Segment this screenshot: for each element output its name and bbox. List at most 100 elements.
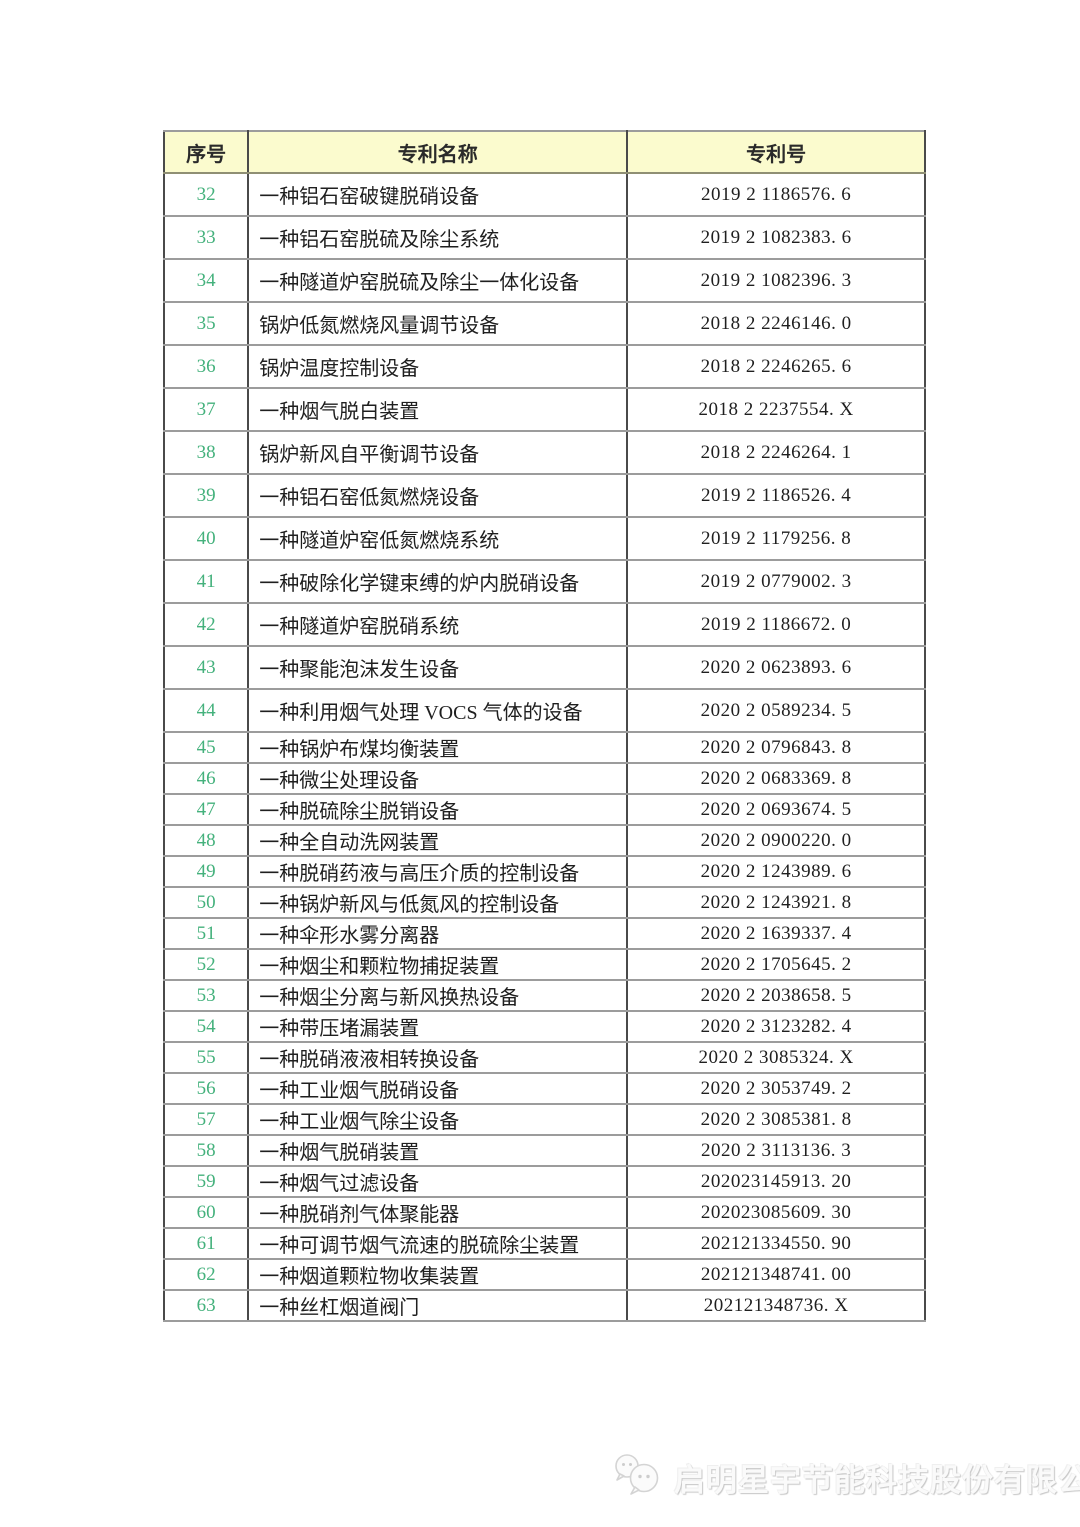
wechat-chat-bubbles-icon (612, 1452, 664, 1503)
table-row: 32 一种铝石窑破键脱硝设备 2019 2 1186576. 6 (162, 172, 926, 217)
table-row: 36 锅炉温度控制设备 2018 2 2246265. 6 (162, 344, 926, 389)
serial-cell: 44 (162, 688, 250, 733)
table-row: 41 一种破除化学键束缚的炉内脱硝设备 2019 2 0779002. 3 (162, 559, 926, 604)
serial-cell: 36 (162, 344, 250, 389)
patent-number-cell: 202023145913. 20 (626, 1165, 926, 1198)
patent-name-cell: 一种烟气脱硝装置 (247, 1134, 629, 1167)
serial-cell: 47 (162, 793, 250, 826)
patent-name-cell: 一种锅炉布煤均衡装置 (247, 731, 629, 764)
table-row: 48 一种全自动洗网装置 2020 2 0900220. 0 (162, 824, 926, 857)
table-row: 43 一种聚能泡沫发生设备 2020 2 0623893. 6 (162, 645, 926, 690)
patent-number-cell: 2020 2 1705645. 2 (626, 948, 926, 981)
serial-cell: 57 (162, 1103, 250, 1136)
serial-cell: 39 (162, 473, 250, 518)
table-row: 33 一种铝石窑脱硫及除尘系统 2019 2 1082383. 6 (162, 215, 926, 260)
table-row: 47 一种脱硫除尘脱销设备 2020 2 0693674. 5 (162, 793, 926, 826)
table-row: 44 一种利用烟气处理 VOCS 气体的设备 2020 2 0589234. 5 (162, 688, 926, 733)
table-row: 51 一种伞形水雾分离器 2020 2 1639337. 4 (162, 917, 926, 950)
patent-number-cell: 2019 2 1186526. 4 (626, 473, 926, 518)
serial-cell: 43 (162, 645, 250, 690)
patent-name-cell: 一种脱硝药液与高压介质的控制设备 (247, 855, 629, 888)
serial-cell: 48 (162, 824, 250, 857)
patent-name-cell: 一种丝杠烟道阀门 (247, 1289, 629, 1322)
patent-name-cell: 一种铝石窑破键脱硝设备 (247, 172, 629, 217)
patent-name-cell: 一种全自动洗网装置 (247, 824, 629, 857)
table-row: 46 一种微尘处理设备 2020 2 0683369. 8 (162, 762, 926, 795)
patent-number-cell: 2020 2 0683369. 8 (626, 762, 926, 795)
patent-name-cell: 一种隧道炉窑低氮燃烧系统 (247, 516, 629, 561)
patent-number-cell: 2020 2 2038658. 5 (626, 979, 926, 1012)
patent-name-cell: 一种烟气脱白装置 (247, 387, 629, 432)
patent-number-cell: 2020 2 0693674. 5 (626, 793, 926, 826)
table-header-row: 序号 专利名称 专利号 (162, 130, 926, 174)
patent-name-cell: 一种铝石窑脱硫及除尘系统 (247, 215, 629, 260)
patent-number-cell: 2019 2 1179256. 8 (626, 516, 926, 561)
patent-number-cell: 2019 2 1186576. 6 (626, 172, 926, 217)
patent-name-cell: 一种脱硫除尘脱销设备 (247, 793, 629, 826)
patent-number-cell: 2020 2 1639337. 4 (626, 917, 926, 950)
serial-cell: 54 (162, 1010, 250, 1043)
serial-cell: 50 (162, 886, 250, 919)
patent-name-cell: 一种利用烟气处理 VOCS 气体的设备 (247, 688, 629, 733)
table-row: 39 一种铝石窑低氮燃烧设备 2019 2 1186526. 4 (162, 473, 926, 518)
patent-name-cell: 一种带压堵漏装置 (247, 1010, 629, 1043)
patent-number-cell: 2020 2 3113136. 3 (626, 1134, 926, 1167)
patent-name-cell: 一种脱硝剂气体聚能器 (247, 1196, 629, 1229)
patent-name-cell: 一种铝石窑低氮燃烧设备 (247, 473, 629, 518)
serial-cell: 42 (162, 602, 250, 647)
patent-number-cell: 2020 2 3085381. 8 (626, 1103, 926, 1136)
serial-cell: 52 (162, 948, 250, 981)
table-body: 32 一种铝石窑破键脱硝设备 2019 2 1186576. 6 33 一种铝石… (162, 172, 926, 1322)
patent-name-cell: 锅炉温度控制设备 (247, 344, 629, 389)
serial-cell: 35 (162, 301, 250, 346)
patent-number-cell: 2020 2 1243989. 6 (626, 855, 926, 888)
col-header-patent-name: 专利名称 (247, 130, 629, 174)
patent-number-cell: 202121334550. 90 (626, 1227, 926, 1260)
patent-number-cell: 2020 2 0589234. 5 (626, 688, 926, 733)
patent-number-cell: 202121348741. 00 (626, 1258, 926, 1291)
serial-cell: 55 (162, 1041, 250, 1074)
table-row: 60 一种脱硝剂气体聚能器 202023085609. 30 (162, 1196, 926, 1229)
serial-cell: 59 (162, 1165, 250, 1198)
table-row: 45 一种锅炉布煤均衡装置 2020 2 0796843. 8 (162, 731, 926, 764)
table-row: 56 一种工业烟气脱硝设备 2020 2 3053749. 2 (162, 1072, 926, 1105)
patent-name-cell: 一种隧道炉窑脱硝系统 (247, 602, 629, 647)
patent-number-cell: 2018 2 2246146. 0 (626, 301, 926, 346)
patent-name-cell: 一种工业烟气除尘设备 (247, 1103, 629, 1136)
serial-cell: 56 (162, 1072, 250, 1105)
patent-name-cell: 一种可调节烟气流速的脱硫除尘装置 (247, 1227, 629, 1260)
patent-name-cell: 一种烟尘分离与新风换热设备 (247, 979, 629, 1012)
table-row: 50 一种锅炉新风与低氮风的控制设备 2020 2 1243921. 8 (162, 886, 926, 919)
patent-number-cell: 2018 2 2237554. X (626, 387, 926, 432)
serial-cell: 37 (162, 387, 250, 432)
serial-cell: 63 (162, 1289, 250, 1322)
patent-name-cell: 锅炉新风自平衡调节设备 (247, 430, 629, 475)
patent-number-cell: 202023085609. 30 (626, 1196, 926, 1229)
patent-name-cell: 一种聚能泡沫发生设备 (247, 645, 629, 690)
company-watermark: 启明星宇节能科技股份有限公司 (612, 1452, 1080, 1503)
patent-number-cell: 2019 2 0779002. 3 (626, 559, 926, 604)
patent-number-cell: 2020 2 0623893. 6 (626, 645, 926, 690)
patent-number-cell: 2020 2 3123282. 4 (626, 1010, 926, 1043)
table-row: 38 锅炉新风自平衡调节设备 2018 2 2246264. 1 (162, 430, 926, 475)
table-row: 35 锅炉低氮燃烧风量调节设备 2018 2 2246146. 0 (162, 301, 926, 346)
patent-name-cell: 一种烟尘和颗粒物捕捉装置 (247, 948, 629, 981)
patent-name-cell: 一种伞形水雾分离器 (247, 917, 629, 950)
table-row: 49 一种脱硝药液与高压介质的控制设备 2020 2 1243989. 6 (162, 855, 926, 888)
serial-cell: 51 (162, 917, 250, 950)
patent-table: 序号 专利名称 专利号 32 一种铝石窑破键脱硝设备 2019 2 118657… (162, 130, 926, 1322)
serial-cell: 32 (162, 172, 250, 217)
company-name: 启明星宇节能科技股份有限公司 (674, 1463, 1080, 1498)
serial-cell: 49 (162, 855, 250, 888)
patent-name-cell: 一种烟气过滤设备 (247, 1165, 629, 1198)
col-header-serial: 序号 (162, 130, 250, 174)
serial-cell: 34 (162, 258, 250, 303)
patent-number-cell: 2020 2 1243921. 8 (626, 886, 926, 919)
patent-name-cell: 一种工业烟气脱硝设备 (247, 1072, 629, 1105)
serial-cell: 58 (162, 1134, 250, 1167)
patent-name-cell: 一种烟道颗粒物收集装置 (247, 1258, 629, 1291)
table-row: 37 一种烟气脱白装置 2018 2 2237554. X (162, 387, 926, 432)
patent-number-cell: 2020 2 3085324. X (626, 1041, 926, 1074)
patent-name-cell: 一种微尘处理设备 (247, 762, 629, 795)
